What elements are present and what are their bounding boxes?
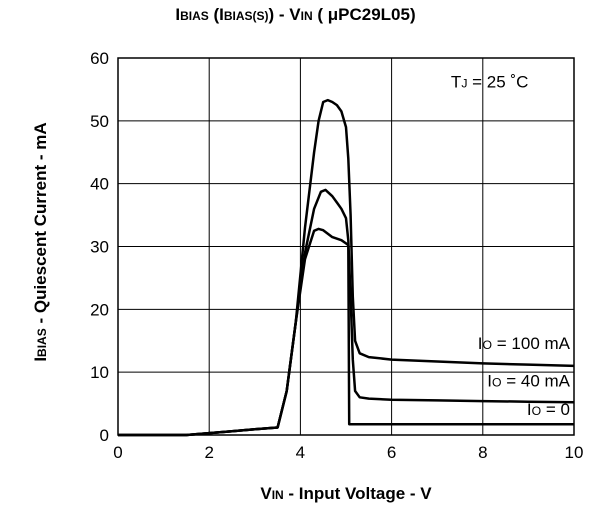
x-axis-label: VIN - Input Voltage - V (260, 484, 432, 503)
x-tick-label: 8 (478, 443, 487, 462)
series-line-1 (118, 188, 575, 437)
y-tick-label: 0 (100, 426, 109, 445)
plot-frame (117, 57, 575, 436)
tick-labels: 0 2 4 6 8 10 0 10 20 30 40 50 60 (90, 49, 583, 462)
x-tick-label: 6 (387, 443, 396, 462)
x-tick-label: 10 (565, 443, 584, 462)
series-label-2: IO = 0 (527, 400, 570, 419)
series-labels: IO = 100 mA IO = 40 mA IO = 0 TJ = 25 ˚C (451, 73, 571, 419)
y-tick-label: 50 (90, 112, 109, 131)
series-line-2 (118, 227, 574, 437)
x-tick-label: 0 (113, 443, 122, 462)
y-tick-label: 10 (90, 363, 109, 382)
y-tick-label: 60 (90, 49, 109, 68)
chart-title: IBIAS (IBIAS(S)) - VIN ( μPC29L05) (175, 5, 416, 24)
y-tick-label: 40 (90, 175, 109, 194)
series-label-0: IO = 100 mA (478, 334, 571, 353)
y-tick-label: 20 (90, 300, 109, 319)
y-axis-label: IBIAS - Quiescent Current - mA (31, 122, 50, 362)
x-tick-label: 4 (296, 443, 305, 462)
grid (118, 58, 574, 435)
temperature-annotation: TJ = 25 ˚C (451, 73, 528, 92)
y-tick-label: 30 (90, 238, 109, 257)
x-tick-label: 2 (204, 443, 213, 462)
series-lines (118, 98, 575, 437)
series-label-1: IO = 40 mA (487, 372, 570, 391)
